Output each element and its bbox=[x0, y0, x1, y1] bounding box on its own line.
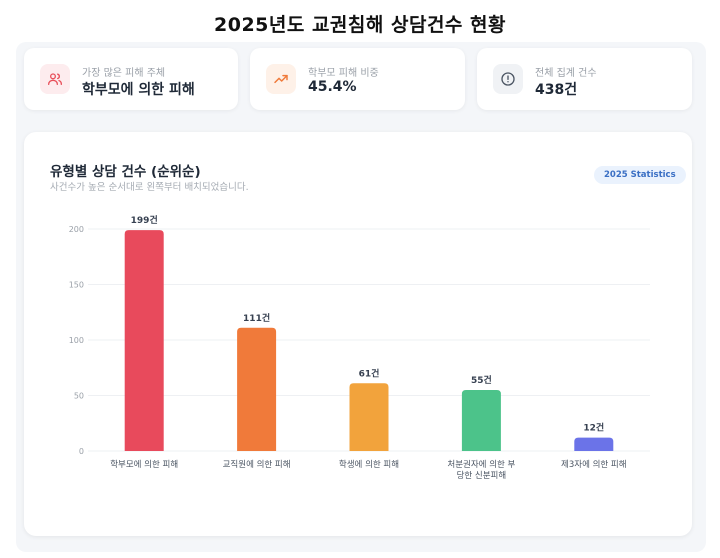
bar[interactable] bbox=[349, 383, 389, 451]
bar[interactable] bbox=[461, 389, 501, 451]
x-category-label: 제3자에 의한 피해 bbox=[561, 459, 627, 470]
x-category-label: 교직원에 의한 피해 bbox=[223, 459, 291, 470]
stat-card-total-count: 전체 집계 건수 438건 bbox=[477, 48, 692, 110]
bar-value-label: 12건 bbox=[583, 422, 604, 434]
page-title: 2025년도 교권침해 상담건수 현황 bbox=[214, 14, 506, 36]
y-tick-label: 0 bbox=[79, 447, 84, 456]
stat-card-parent-share: 학부모 피해 비중 45.4% bbox=[250, 48, 465, 110]
stat-label: 가장 많은 피해 주체 bbox=[82, 68, 166, 79]
bar-value-label: 61건 bbox=[359, 367, 380, 379]
y-tick-label: 150 bbox=[69, 281, 84, 290]
bar[interactable] bbox=[574, 437, 614, 451]
chart-title: 유형별 상담 건수 (순위순) bbox=[50, 164, 201, 180]
chart-card: 유형별 상담 건수 (순위순) 사건수가 높은 순서대로 왼쪽부터 배치되었습니… bbox=[24, 132, 692, 536]
stat-label: 학부모 피해 비중 bbox=[308, 68, 379, 79]
stat-card-top-victim: 가장 많은 피해 주체 학부모에 의한 피해 bbox=[24, 48, 238, 110]
users-icon bbox=[40, 64, 70, 94]
bar[interactable] bbox=[237, 327, 277, 451]
stat-label: 전체 집계 건수 bbox=[535, 68, 597, 79]
bar-value-label: 199건 bbox=[131, 214, 158, 226]
y-tick-label: 200 bbox=[69, 225, 84, 234]
alert-circle-icon bbox=[493, 64, 523, 94]
chart-subtitle: 사건수가 높은 순서대로 왼쪽부터 배치되었습니다. bbox=[50, 182, 249, 193]
statistics-badge: 2025 Statistics bbox=[594, 166, 686, 184]
x-category-label: 처분권자에 의한 부 bbox=[447, 459, 515, 470]
stat-value: 45.4% bbox=[308, 79, 357, 95]
stat-value: 학부모에 의한 피해 bbox=[82, 82, 195, 98]
bar-value-label: 111건 bbox=[243, 312, 270, 324]
y-tick-label: 50 bbox=[74, 392, 84, 401]
x-category-label: 학부모에 의한 피해 bbox=[110, 459, 178, 470]
y-tick-label: 100 bbox=[69, 336, 84, 345]
stat-value: 438건 bbox=[535, 82, 578, 98]
bar-value-label: 55건 bbox=[471, 374, 492, 386]
bar[interactable] bbox=[124, 230, 164, 451]
x-category-label: 학생에 의한 피해 bbox=[339, 459, 399, 470]
trending-up-icon bbox=[266, 64, 296, 94]
x-category-label: 당한 신분피해 bbox=[457, 470, 507, 481]
